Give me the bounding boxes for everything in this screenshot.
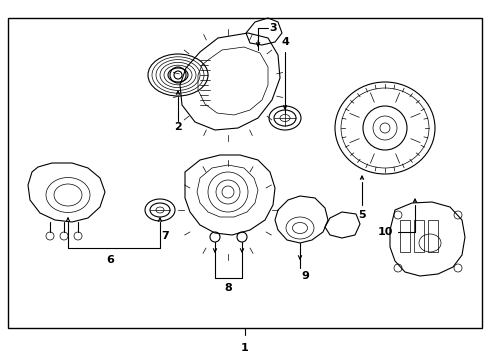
Text: 6: 6 [106,255,114,265]
Text: 8: 8 [224,283,232,293]
Text: 4: 4 [281,37,289,47]
Bar [8,18,482,328]
Text: 3: 3 [269,23,277,33]
Text: 9: 9 [301,271,309,281]
Text: 5: 5 [358,210,366,220]
Text: 10: 10 [378,227,393,237]
Text: 2: 2 [174,122,182,132]
Text: 7: 7 [161,231,169,241]
Text: 1: 1 [241,343,249,353]
